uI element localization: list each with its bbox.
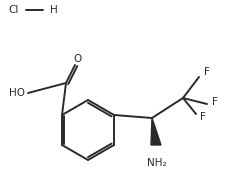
Polygon shape: [151, 118, 161, 145]
Text: Cl: Cl: [8, 5, 18, 15]
Text: HO: HO: [9, 88, 25, 98]
Text: NH₂: NH₂: [147, 158, 167, 168]
Text: F: F: [204, 67, 210, 77]
Text: H: H: [50, 5, 58, 15]
Text: F: F: [200, 112, 206, 122]
Text: O: O: [74, 54, 82, 64]
Text: F: F: [212, 97, 218, 107]
